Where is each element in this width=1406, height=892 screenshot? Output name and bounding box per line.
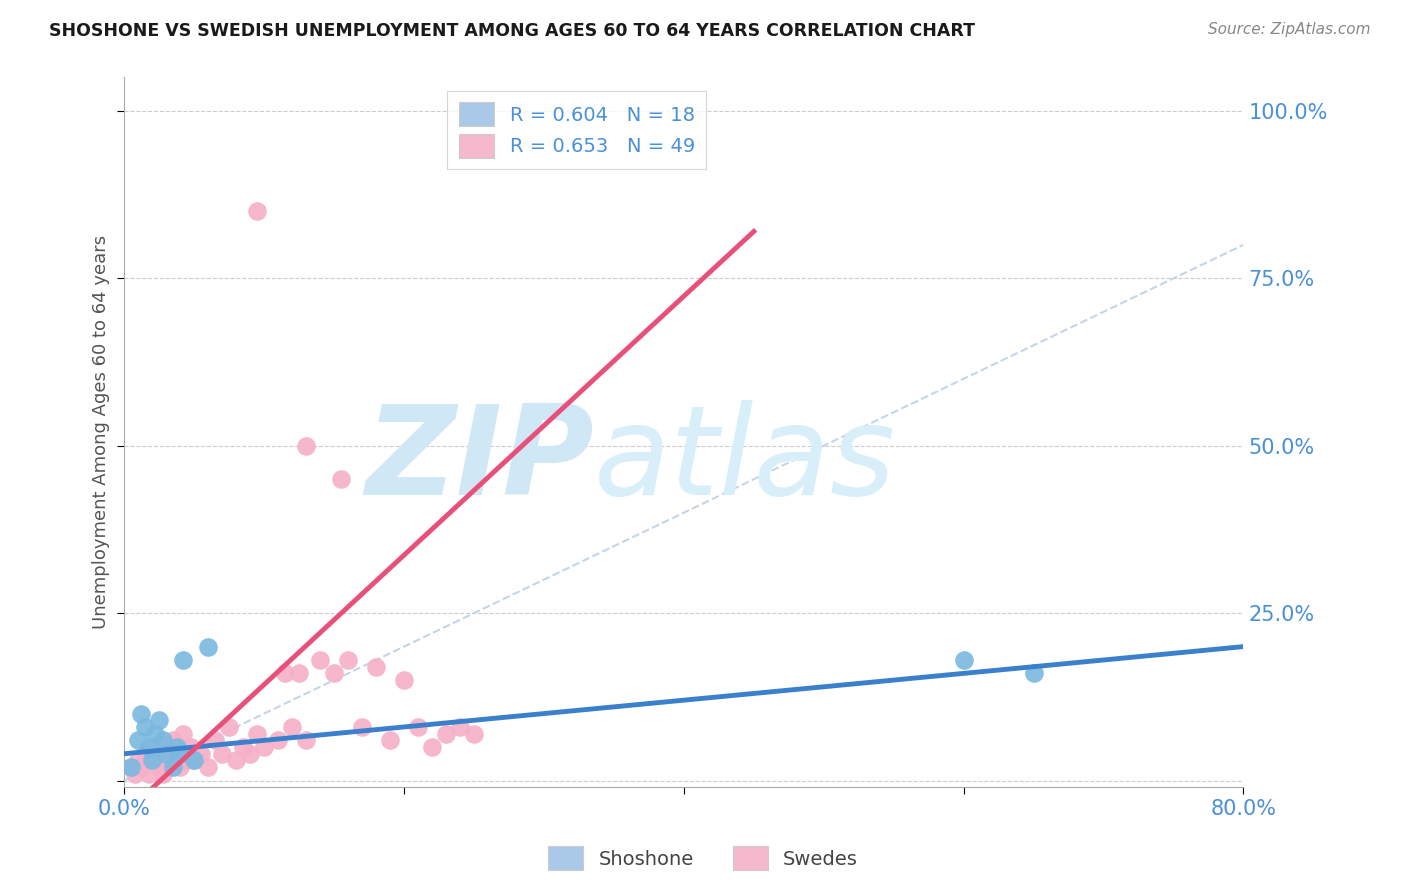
Point — [157, 760, 180, 774]
Legend: Shoshone, Swedes: Shoshone, Swedes — [540, 838, 866, 878]
Point — [166, 739, 188, 754]
Point — [148, 760, 170, 774]
Point — [129, 706, 152, 721]
Point — [134, 720, 156, 734]
Point — [183, 754, 205, 768]
Point — [155, 747, 177, 761]
Point — [127, 733, 149, 747]
Point — [124, 767, 146, 781]
Point — [246, 726, 269, 740]
Point — [225, 754, 247, 768]
Point — [141, 754, 163, 768]
Text: atlas: atlas — [595, 401, 897, 521]
Point — [120, 760, 142, 774]
Point — [337, 653, 360, 667]
Point — [463, 726, 485, 740]
Point — [239, 747, 262, 761]
Point — [197, 760, 219, 774]
Point — [952, 653, 974, 667]
Point — [166, 754, 188, 768]
Point — [183, 754, 205, 768]
Point — [134, 747, 156, 761]
Text: Source: ZipAtlas.com: Source: ZipAtlas.com — [1208, 22, 1371, 37]
Point — [143, 739, 166, 754]
Point — [246, 204, 269, 219]
Point — [218, 720, 240, 734]
Point — [232, 739, 254, 754]
Point — [295, 439, 318, 453]
Text: SHOSHONE VS SWEDISH UNEMPLOYMENT AMONG AGES 60 TO 64 YEARS CORRELATION CHART: SHOSHONE VS SWEDISH UNEMPLOYMENT AMONG A… — [49, 22, 976, 40]
Point — [162, 733, 184, 747]
Point — [330, 472, 353, 486]
Point — [129, 760, 152, 774]
Point — [176, 754, 198, 768]
Point — [155, 747, 177, 761]
Point — [190, 747, 212, 761]
Point — [180, 739, 202, 754]
Point — [162, 760, 184, 774]
Point — [352, 720, 374, 734]
Point — [127, 754, 149, 768]
Point — [323, 666, 346, 681]
Point — [169, 760, 191, 774]
Point — [197, 640, 219, 654]
Point — [295, 733, 318, 747]
Point — [267, 733, 290, 747]
Point — [378, 733, 401, 747]
Point — [138, 767, 160, 781]
Point — [253, 739, 276, 754]
Y-axis label: Unemployment Among Ages 60 to 64 years: Unemployment Among Ages 60 to 64 years — [93, 235, 110, 630]
Point — [309, 653, 332, 667]
Point — [281, 720, 304, 734]
Point — [434, 726, 457, 740]
Text: ZIP: ZIP — [366, 401, 595, 521]
Point — [169, 747, 191, 761]
Point — [420, 739, 443, 754]
Point — [172, 653, 194, 667]
Point — [392, 673, 415, 687]
Point — [364, 659, 387, 673]
Point — [172, 726, 194, 740]
Point — [148, 713, 170, 727]
Legend: R = 0.604   N = 18, R = 0.653   N = 49: R = 0.604 N = 18, R = 0.653 N = 49 — [447, 91, 706, 169]
Point — [120, 760, 142, 774]
Point — [1022, 666, 1045, 681]
Point — [152, 767, 174, 781]
Point — [211, 747, 233, 761]
Point — [152, 733, 174, 747]
Point — [204, 733, 226, 747]
Point — [406, 720, 429, 734]
Point — [141, 754, 163, 768]
Point — [138, 739, 160, 754]
Point — [288, 666, 311, 681]
Point — [143, 726, 166, 740]
Point — [449, 720, 471, 734]
Point — [274, 666, 297, 681]
